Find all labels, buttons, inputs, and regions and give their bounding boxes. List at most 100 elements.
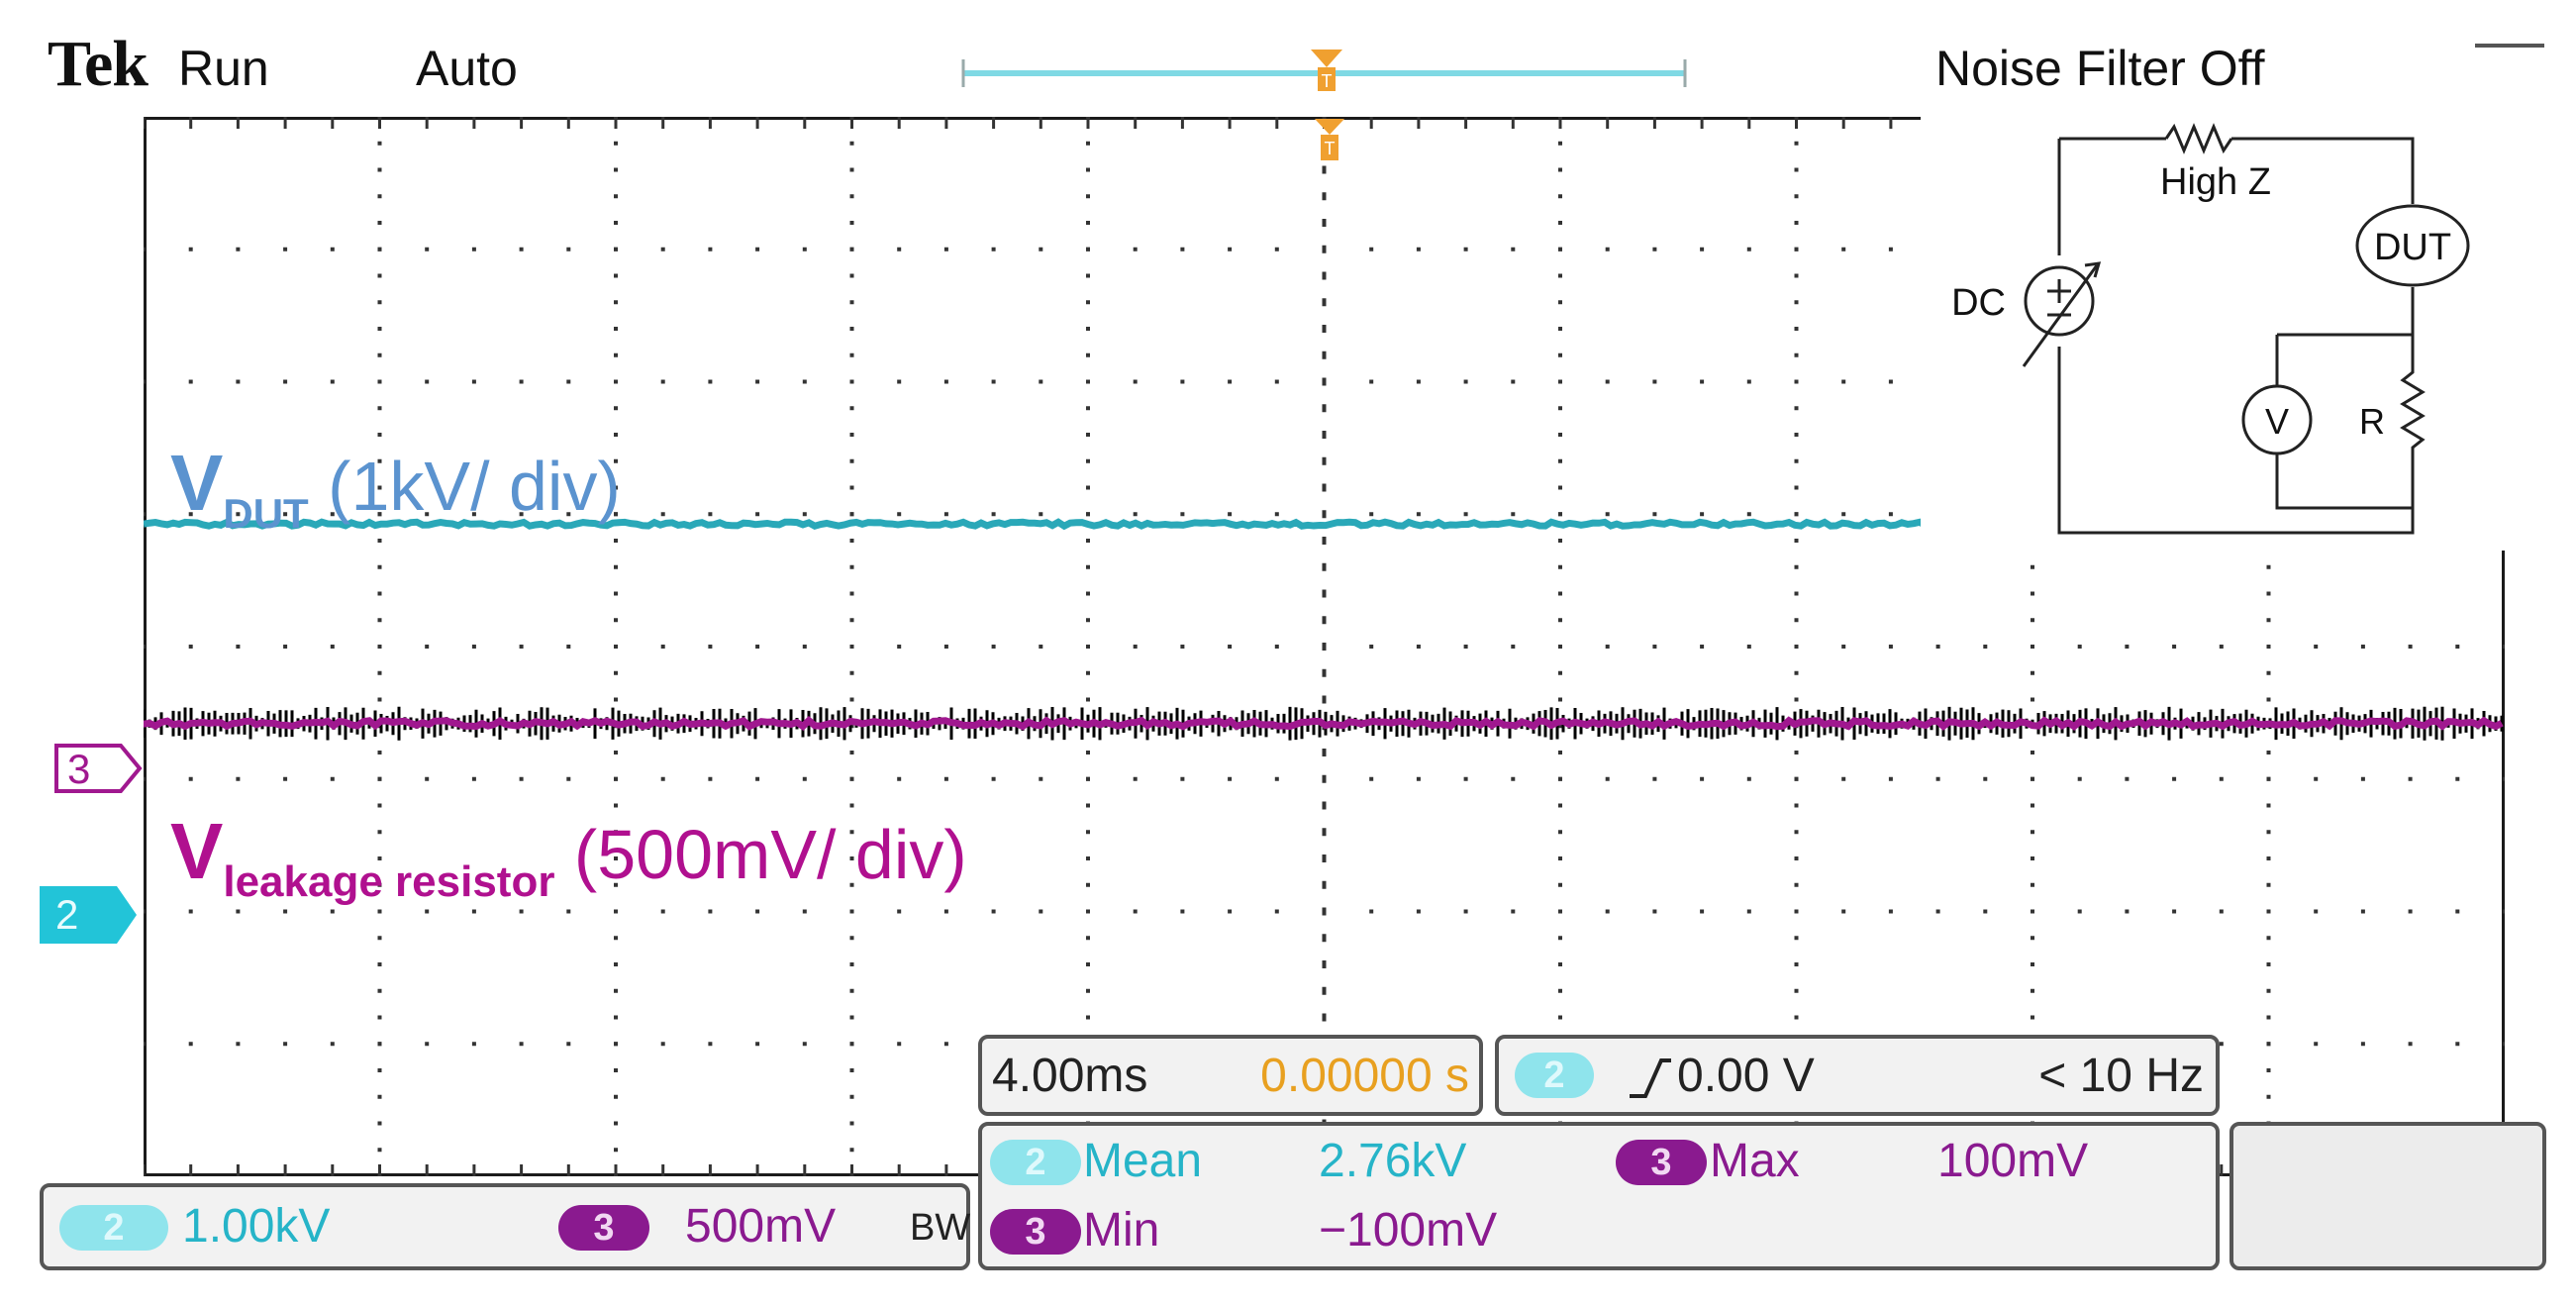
graticule-dot xyxy=(1558,670,1562,675)
graticule-dot xyxy=(2031,936,2034,941)
graticule-dot xyxy=(1086,327,1090,331)
graticule-dot xyxy=(377,379,382,384)
graticule-dot xyxy=(1180,247,1185,251)
graticule-dot xyxy=(1416,247,1421,251)
graticule-dot xyxy=(1888,512,1893,517)
graticule-dot xyxy=(2266,591,2271,596)
graticule-dot xyxy=(1322,271,1327,280)
graticule-dot xyxy=(849,882,854,887)
meas-mean-name: Mean xyxy=(1083,1135,1203,1187)
graticule-dot xyxy=(849,1042,854,1047)
graticule-dot xyxy=(614,856,618,860)
graticule-dot xyxy=(471,909,476,914)
graticule-dot xyxy=(330,909,335,914)
graticule-dot xyxy=(1841,776,1846,781)
graticule-dot xyxy=(188,379,193,384)
graticule-dot xyxy=(1558,909,1562,914)
graticule-dot xyxy=(614,141,618,146)
ch3-ground-marker[interactable]: 3 xyxy=(53,743,143,794)
graticule-dot xyxy=(1322,880,1327,889)
graticule-dot xyxy=(1558,751,1562,754)
graticule-dot xyxy=(614,273,618,278)
graticule-dot xyxy=(2314,776,2319,781)
record-position-bar[interactable]: T xyxy=(960,50,1688,97)
graticule-dot xyxy=(849,645,854,649)
graticule-dot xyxy=(849,988,854,993)
graticule-dot xyxy=(2408,909,2413,914)
graticule-dot xyxy=(849,909,854,914)
graticule-dot xyxy=(2503,1042,2505,1047)
graticule-dot xyxy=(236,379,241,384)
graticule-dot xyxy=(1086,485,1090,490)
graticule-dot xyxy=(614,300,618,305)
graticule-dot xyxy=(1322,192,1327,201)
graticule-dot xyxy=(2031,697,2034,702)
graticule-dot xyxy=(377,247,382,251)
graticule-dot xyxy=(471,645,476,649)
timebase-readout[interactable]: 4.00ms 0.00000 s xyxy=(978,1035,1483,1116)
vleakage-annotation: Vleakage resistor (500mV/ div) xyxy=(170,812,967,904)
graticule-dot xyxy=(708,1042,713,1047)
graticule-dot xyxy=(377,962,382,966)
graticule-dot xyxy=(2360,645,2365,649)
graticule-dot xyxy=(849,327,854,331)
graticule-dot xyxy=(802,379,807,384)
graticule-dot xyxy=(377,988,382,993)
graticule-dot xyxy=(849,564,854,569)
graticule-dot xyxy=(2031,776,2034,781)
graticule-dot xyxy=(2266,1068,2271,1072)
graticule-dot xyxy=(1274,512,1279,517)
graticule-dot xyxy=(614,539,618,543)
graticule-dot xyxy=(897,1042,902,1047)
graticule-dot xyxy=(1369,512,1374,517)
trigger-readout[interactable]: 2 0.00 V < 10 Hz xyxy=(1495,1035,2220,1116)
graticule-dot xyxy=(849,1015,854,1020)
channel-settings-panel[interactable]: 2 1.00kV 3 500mV BW xyxy=(40,1183,970,1270)
graticule-dot xyxy=(614,909,618,914)
graticule-dot xyxy=(1322,377,1327,386)
graticule-dot xyxy=(2266,776,2271,781)
graticule-dot xyxy=(1794,830,1799,835)
graticule-dot xyxy=(1228,512,1233,517)
ch2-ground-marker[interactable]: 2 xyxy=(40,886,139,944)
graticule-dot xyxy=(802,247,807,251)
graticule-dot xyxy=(943,379,948,384)
graticule-dot xyxy=(660,247,665,251)
graticule-dot xyxy=(283,379,288,384)
graticule-dot xyxy=(471,1042,476,1047)
graticule-dot xyxy=(660,379,665,384)
graticule-dot xyxy=(2266,909,2271,914)
graticule-dot xyxy=(991,247,996,251)
graticule-dot xyxy=(1086,856,1090,860)
measurements-panel[interactable]: 2 Mean 2.76kV 3 Max 100mV 3 Min −100mV xyxy=(978,1122,2220,1270)
graticule-dot xyxy=(1322,483,1327,492)
graticule-dot xyxy=(1794,1015,1799,1020)
graticule-dot xyxy=(1794,485,1799,490)
graticule-dot xyxy=(2266,1015,2271,1020)
graticule-dot xyxy=(1794,194,1799,199)
graticule-dot xyxy=(1841,909,1846,914)
graticule-dot xyxy=(1322,643,1327,651)
trigger-position-marker-icon[interactable]: T xyxy=(1311,50,1342,91)
graticule-dot xyxy=(1558,618,1562,623)
ch2-vertical-scale: 1.00kV xyxy=(182,1200,331,1253)
graticule-dot xyxy=(425,645,430,649)
graticule-dot xyxy=(425,909,430,914)
graticule-dot xyxy=(614,645,618,649)
graticule-dot xyxy=(1511,909,1516,914)
graticule-dot xyxy=(519,909,524,914)
graticule-dot xyxy=(1888,247,1893,251)
graticule-dot xyxy=(377,1094,382,1099)
graticule-dot xyxy=(2266,830,2271,835)
graticule-dot xyxy=(1322,774,1327,783)
graticule-dot xyxy=(566,379,571,384)
graticule-dot xyxy=(1463,379,1468,384)
graticule-dot xyxy=(2266,564,2271,569)
graticule-dot xyxy=(1558,352,1562,357)
graticule-dot xyxy=(1416,379,1421,384)
graticule-dot xyxy=(1086,300,1090,305)
graticule-dot xyxy=(519,379,524,384)
graticule-dot xyxy=(1700,776,1705,781)
graticule-dot xyxy=(1652,776,1657,781)
graticule-dot xyxy=(1511,645,1516,649)
